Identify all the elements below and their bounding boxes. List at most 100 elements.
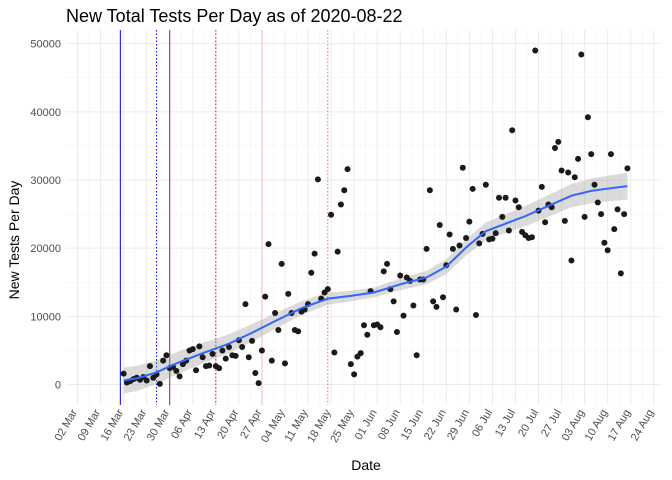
data-point <box>430 298 437 305</box>
data-point <box>456 242 463 249</box>
data-point <box>496 194 503 201</box>
reference-lines <box>119 30 329 405</box>
data-point <box>551 144 558 151</box>
data-point <box>222 355 229 362</box>
x-tick-label: 25 May <box>328 407 357 445</box>
data-point <box>621 211 628 218</box>
data-point <box>426 187 433 194</box>
y-tick-label: 20000 <box>30 243 61 255</box>
data-point <box>314 176 321 183</box>
data-point <box>390 298 397 305</box>
data-point <box>258 347 265 354</box>
data-point <box>476 240 483 247</box>
data-point <box>604 247 611 254</box>
data-point <box>568 257 575 264</box>
data-point <box>324 286 331 293</box>
x-axis-title: Date <box>351 457 381 473</box>
data-point <box>449 245 456 252</box>
data-points <box>120 47 631 387</box>
y-tick-label: 30000 <box>30 175 61 187</box>
data-point <box>331 349 338 356</box>
data-point <box>334 248 341 255</box>
data-point <box>528 234 535 241</box>
data-point <box>584 114 591 121</box>
data-point <box>489 235 496 242</box>
data-point <box>469 185 476 192</box>
data-point <box>502 194 509 201</box>
data-point <box>242 301 249 308</box>
data-point <box>308 269 315 276</box>
y-tick-label: 10000 <box>30 311 61 323</box>
data-point <box>581 213 588 220</box>
data-point <box>423 245 430 252</box>
data-point <box>384 260 391 267</box>
data-point <box>245 354 252 361</box>
data-point <box>492 230 499 237</box>
data-point <box>206 362 213 369</box>
data-point <box>440 294 447 301</box>
data-point <box>482 181 489 188</box>
data-point <box>255 380 262 387</box>
data-point <box>555 138 562 145</box>
chart-title: New Total Tests Per Day as of 2020-08-22 <box>66 6 403 26</box>
data-point <box>433 303 440 310</box>
data-point <box>575 155 582 162</box>
data-point <box>209 350 216 357</box>
data-point <box>225 344 232 351</box>
data-point <box>176 373 183 380</box>
data-point <box>143 377 150 384</box>
data-point <box>614 206 621 213</box>
data-point <box>459 164 466 171</box>
x-tick-label: 20 Apr <box>215 407 241 441</box>
data-point <box>463 234 470 241</box>
major-gridlines <box>66 30 662 405</box>
data-point <box>361 322 367 329</box>
data-point <box>466 218 473 225</box>
data-point <box>598 211 605 218</box>
minor-gridlines <box>66 30 662 405</box>
data-point <box>285 290 292 297</box>
data-point <box>252 369 259 376</box>
data-point <box>344 166 351 173</box>
y-tick-label: 0 <box>55 380 61 392</box>
x-tick-label: 30 Mar <box>145 407 173 443</box>
data-point <box>156 380 163 387</box>
confidence-band-group <box>123 172 628 394</box>
data-point <box>588 151 595 158</box>
trend-line <box>123 185 628 382</box>
data-point <box>351 371 358 378</box>
data-point <box>196 343 203 350</box>
data-point <box>624 165 631 172</box>
data-point <box>268 357 275 364</box>
data-point <box>538 183 545 190</box>
data-point <box>542 219 549 226</box>
x-tick-label: 13 Jul <box>493 408 518 439</box>
data-point <box>337 201 344 208</box>
data-point <box>357 350 364 357</box>
trend-group <box>123 185 628 382</box>
data-point <box>311 250 318 257</box>
x-tick-label: 06 Jul <box>470 408 495 439</box>
data-point <box>410 302 417 309</box>
data-point <box>611 226 618 233</box>
data-point <box>397 272 404 279</box>
data-point <box>472 312 479 318</box>
data-point <box>199 354 206 361</box>
y-tick-label: 40000 <box>30 107 61 119</box>
data-point <box>120 370 127 377</box>
data-point <box>607 151 614 158</box>
data-point <box>571 174 578 181</box>
data-point <box>446 231 453 238</box>
data-point <box>193 367 200 374</box>
data-point <box>341 187 348 194</box>
data-point <box>364 331 371 338</box>
data-point <box>219 347 226 354</box>
y-tick-label: 50000 <box>30 39 61 51</box>
x-tick-label: 13 Apr <box>192 407 218 441</box>
data-point <box>262 293 269 300</box>
data-point <box>249 337 256 344</box>
data-point <box>160 357 167 364</box>
confidence-band <box>123 172 628 394</box>
